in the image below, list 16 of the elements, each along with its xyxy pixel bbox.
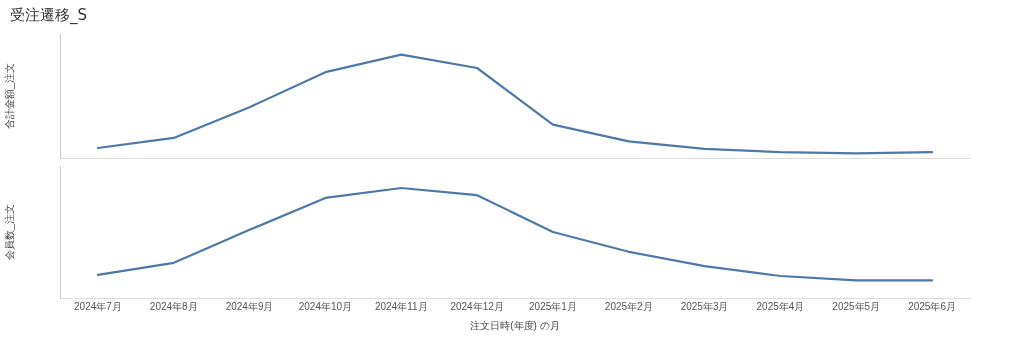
x-axis-title: 注文日時(年度) の月 [470,319,560,331]
x-tick-label: 2025年6月 [908,300,956,312]
y-axis-title: 合計金額_注文 [3,63,15,129]
x-tick-label: 2025年5月 [832,300,881,312]
x-tick-label: 2024年7月 [74,300,122,312]
x-tick-label: 2025年2月 [604,300,653,312]
x-tick-label: 2024年8月 [149,300,198,312]
x-tick-label: 2025年3月 [680,300,729,312]
x-tick-label: 2024年12月 [450,300,504,312]
x-tick-label: 2025年4月 [756,300,805,312]
y-axis-title: 会員数_注文 [3,204,15,260]
x-tick-label: 2024年9月 [225,300,274,312]
x-tick-label: 2025年1月 [529,300,577,312]
x-tick-label: 2024年11月 [374,300,428,312]
chart-title: 受注遷移_S [9,5,89,26]
x-tick-label: 2024年10月 [298,300,353,312]
